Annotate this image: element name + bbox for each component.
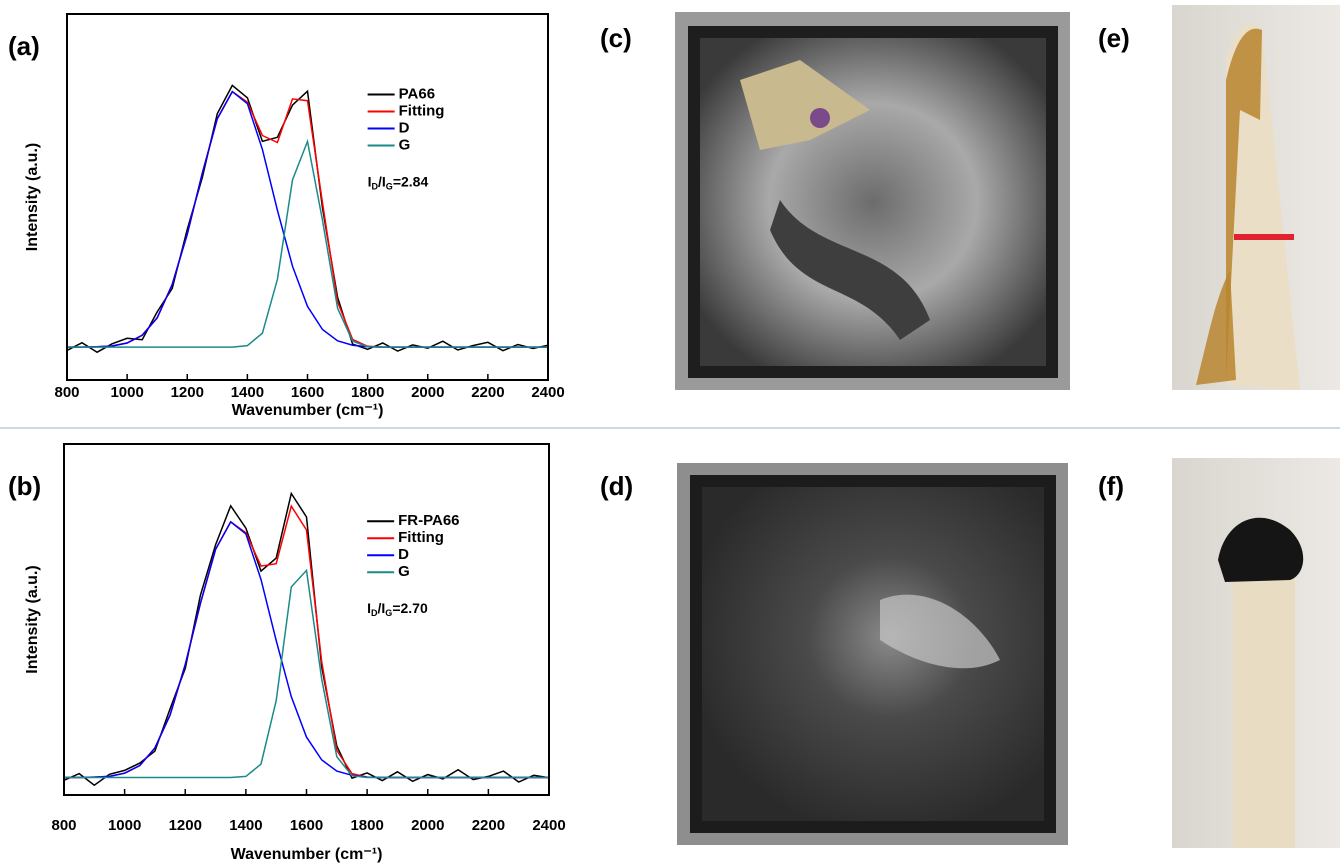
annotation-part: /I — [378, 600, 386, 616]
annotation: ID/IG=2.70 — [367, 600, 428, 619]
x-tick-label: 1800 — [350, 817, 383, 834]
y-axis-label: Intensity (a.u.) — [24, 565, 41, 673]
photo-e — [1172, 5, 1340, 390]
annotation-part: /I — [378, 173, 386, 189]
x-tick-label: 800 — [54, 384, 79, 401]
panel-label: (a) — [8, 31, 40, 61]
photo-d — [677, 463, 1068, 845]
x-tick-label: 1200 — [171, 384, 204, 401]
series-line — [67, 85, 548, 352]
legend-label: G — [398, 563, 410, 580]
x-tick-label: 2200 — [471, 384, 504, 401]
series-line — [64, 570, 549, 777]
x-tick-label: 2400 — [532, 817, 565, 834]
annotation-part: G — [385, 609, 392, 619]
y-axis-label: Intensity (a.u.) — [24, 143, 41, 251]
panel-label: (d) — [600, 471, 633, 501]
annotation-part: =2.84 — [393, 173, 429, 189]
series-line — [67, 92, 548, 348]
legend-label: FR-PA66 — [398, 512, 459, 529]
annotation: ID/IG=2.84 — [368, 173, 429, 192]
annotation-part: G — [386, 182, 393, 192]
x-axis-label: Wavenumber (cm⁻¹) — [231, 846, 383, 863]
x-tick-label: 2400 — [531, 384, 564, 401]
x-tick-label: 1600 — [291, 384, 324, 401]
legend-label: D — [399, 119, 410, 136]
x-tick-label: 2200 — [472, 817, 505, 834]
legend-label: PA66 — [399, 85, 435, 102]
photo-c — [675, 12, 1070, 390]
x-tick-label: 1800 — [351, 384, 384, 401]
panel-label: (e) — [1098, 23, 1130, 53]
x-tick-label: 2000 — [411, 384, 444, 401]
series-line — [64, 522, 549, 778]
x-tick-label: 800 — [51, 817, 76, 834]
x-tick-label: 1400 — [231, 384, 264, 401]
photo-f — [1172, 458, 1340, 848]
x-tick-label: 1200 — [169, 817, 202, 834]
panel-label: (c) — [600, 23, 632, 53]
x-tick-label: 1000 — [108, 817, 141, 834]
series-line — [64, 494, 549, 786]
x-tick-label: 1000 — [110, 384, 143, 401]
x-tick-label: 1600 — [290, 817, 323, 834]
x-tick-label: 2000 — [411, 817, 444, 834]
plot-frame — [67, 14, 548, 380]
legend-label: Fitting — [399, 102, 445, 119]
panel-label: (b) — [8, 471, 41, 501]
x-axis-label: Wavenumber (cm⁻¹) — [232, 402, 384, 419]
panel-label: (f) — [1098, 471, 1124, 501]
x-tick-label: 1400 — [229, 817, 262, 834]
annotation-part: =2.70 — [392, 600, 428, 616]
legend-label: G — [399, 136, 411, 153]
plot-frame — [64, 444, 549, 795]
series-line — [67, 92, 548, 348]
legend-label: D — [398, 546, 409, 563]
legend-label: Fitting — [398, 529, 444, 546]
series-line — [67, 141, 548, 347]
figure: (c) (d) (e) (f) (a) Intensity (a.u.) Waven… — [0, 0, 1340, 863]
